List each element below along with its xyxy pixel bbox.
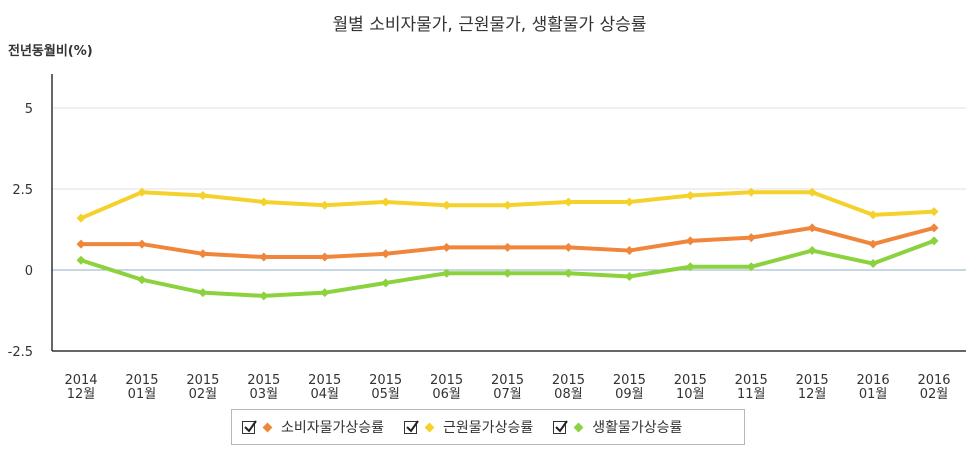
- data-point-2: [503, 268, 513, 278]
- x-tick-label-month: 01월: [128, 387, 157, 402]
- checkbox-checked-icon[interactable]: [553, 419, 569, 434]
- data-point-2: [685, 262, 695, 272]
- data-point-0: [381, 249, 391, 259]
- data-point-2: [624, 271, 634, 281]
- data-point-1: [442, 200, 452, 210]
- legend-item-core[interactable]: 근원물가상승률: [404, 417, 533, 437]
- data-point-0: [259, 252, 269, 262]
- x-tick-label-year: 2015: [430, 373, 463, 388]
- y-tick-label: 5: [25, 102, 33, 117]
- data-point-1: [563, 197, 573, 207]
- orange-diamond-icon: [262, 422, 273, 432]
- data-point-0: [442, 242, 452, 252]
- data-point-2: [137, 275, 147, 285]
- data-point-1: [868, 210, 878, 220]
- legend-label-cpi: 소비자물가상승률: [281, 420, 385, 436]
- x-tick-label-month: 11월: [737, 387, 766, 402]
- x-tick-label-month: 05월: [371, 387, 400, 402]
- data-point-1: [198, 190, 208, 200]
- x-tick-label-month: 01월: [859, 387, 888, 402]
- x-tick-label-year: 2015: [369, 373, 402, 388]
- x-tick-label-month: 08월: [554, 387, 583, 402]
- data-point-1: [76, 213, 86, 223]
- data-point-2: [929, 236, 939, 246]
- x-tick-label-year: 2014: [64, 373, 97, 388]
- x-tick-label-month: 12월: [67, 387, 96, 402]
- chart-legend: 소비자물가상승률 근원물가상승률 생활물가상승률: [231, 409, 745, 445]
- x-tick-label-year: 2015: [186, 373, 219, 388]
- x-tick-label-year: 2015: [125, 373, 158, 388]
- data-point-0: [868, 239, 878, 249]
- legend-item-living[interactable]: 생활물가상승률: [553, 417, 682, 437]
- x-tick-label-month: 09월: [615, 387, 644, 402]
- x-tick-label-month: 12월: [798, 387, 827, 402]
- data-point-0: [685, 236, 695, 246]
- legend-label-living: 생활물가상승률: [592, 420, 683, 436]
- x-tick-label-month: 10월: [676, 387, 705, 402]
- x-tick-label-year: 2015: [247, 373, 280, 388]
- data-point-2: [259, 291, 269, 301]
- y-tick-label: 2.5: [12, 183, 33, 198]
- data-point-0: [137, 239, 147, 249]
- data-point-1: [929, 207, 939, 217]
- green-diamond-icon: [573, 422, 584, 432]
- data-point-0: [563, 242, 573, 252]
- data-point-0: [76, 239, 86, 249]
- data-point-2: [76, 255, 86, 265]
- x-tick-label-month: 02월: [189, 387, 218, 402]
- data-point-2: [868, 259, 878, 269]
- legend-label-core: 근원물가상승률: [443, 420, 534, 436]
- data-point-2: [746, 262, 756, 272]
- x-tick-label-year: 2015: [308, 373, 341, 388]
- data-point-1: [624, 197, 634, 207]
- checkbox-checked-icon[interactable]: [242, 419, 257, 434]
- x-tick-label-year: 2016: [857, 373, 890, 388]
- data-point-0: [503, 242, 513, 252]
- x-tick-label-month: 07월: [493, 387, 522, 402]
- data-point-2: [442, 268, 452, 278]
- y-axis-label: 전년동월비(%): [8, 44, 93, 59]
- data-point-2: [563, 268, 573, 278]
- x-tick-label-month: 06월: [432, 387, 461, 402]
- x-tick-label-month: 04월: [310, 387, 339, 402]
- data-point-2: [320, 288, 330, 298]
- x-tick-label-month: 02월: [920, 387, 949, 402]
- chart-title: 월별 소비자물가, 근원물가, 생활물가 상승률: [332, 15, 647, 35]
- y-tick-label: 0: [25, 264, 33, 279]
- checkbox-checked-icon[interactable]: [404, 419, 419, 434]
- data-point-2: [381, 278, 391, 288]
- data-point-1: [807, 187, 817, 197]
- legend-item-cpi[interactable]: 소비자물가상승률: [242, 417, 384, 437]
- x-tick-label-year: 2015: [674, 373, 707, 388]
- data-point-0: [929, 223, 939, 233]
- yellow-diamond-icon: [424, 422, 435, 432]
- data-point-1: [137, 187, 147, 197]
- x-tick-label-year: 2015: [613, 373, 646, 388]
- x-tick-label-year: 2015: [796, 373, 829, 388]
- x-tick-label-year: 2015: [735, 373, 768, 388]
- data-point-1: [320, 200, 330, 210]
- data-point-2: [198, 288, 208, 298]
- data-point-0: [746, 233, 756, 243]
- data-point-0: [198, 249, 208, 259]
- data-point-0: [624, 246, 634, 256]
- data-point-1: [746, 187, 756, 197]
- y-tick-label: -2.5: [8, 345, 33, 360]
- data-point-2: [807, 246, 817, 256]
- data-point-0: [320, 252, 330, 262]
- data-point-1: [685, 190, 695, 200]
- data-point-1: [381, 197, 391, 207]
- x-tick-label-month: 03월: [250, 387, 279, 402]
- data-point-1: [259, 197, 269, 207]
- x-tick-label-year: 2015: [552, 373, 585, 388]
- x-tick-label-year: 2016: [917, 373, 950, 388]
- data-point-0: [807, 223, 817, 233]
- data-point-1: [503, 200, 513, 210]
- x-tick-label-year: 2015: [491, 373, 524, 388]
- line-chart: 52.50-2.5201412월201501월201502월201503월201…: [8, 74, 966, 402]
